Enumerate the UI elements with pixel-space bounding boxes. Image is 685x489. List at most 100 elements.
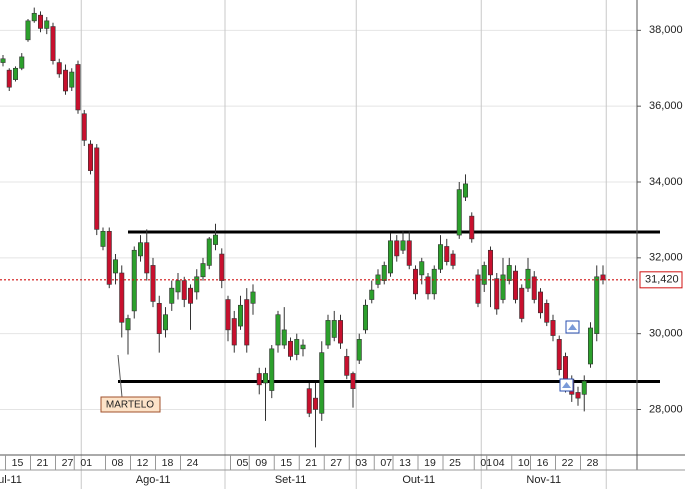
candle-body <box>231 318 237 346</box>
candle-body <box>550 320 556 336</box>
y-tick-label: 28,000 <box>649 403 683 415</box>
candle-body <box>294 339 300 355</box>
candle-body <box>113 259 119 274</box>
candle-body <box>13 67 19 80</box>
x-tick-label: 27 <box>330 457 342 469</box>
candle-body <box>512 270 518 300</box>
candle-body <box>587 327 593 365</box>
candle-body <box>250 291 256 304</box>
candle-body <box>238 304 244 327</box>
candle-body <box>56 62 62 75</box>
candle-body <box>138 242 144 257</box>
candle-body <box>350 373 356 389</box>
candle-body <box>431 268 437 295</box>
candle-body <box>481 265 487 285</box>
candle-body <box>106 230 112 285</box>
candle-body <box>537 291 543 314</box>
candle-body <box>275 314 281 346</box>
signal-marker <box>559 378 574 392</box>
x-tick-label: 21 <box>305 457 317 469</box>
candle-body <box>337 320 343 344</box>
candle-body <box>150 265 156 302</box>
candle-body <box>94 147 100 230</box>
x-tick-label: 01 <box>80 457 92 469</box>
candle-body <box>412 268 418 295</box>
candle-body <box>144 242 150 274</box>
y-tick-label: 36,000 <box>649 100 683 112</box>
candle-body <box>281 329 287 346</box>
candle-body <box>369 289 375 300</box>
month-label: ul-11 <box>0 474 22 486</box>
candle-body <box>50 26 56 61</box>
candle-body <box>344 356 350 376</box>
candle-body <box>506 265 512 281</box>
candle-body <box>69 71 75 88</box>
candle-body <box>269 348 275 391</box>
x-tick-label: 18 <box>162 457 174 469</box>
y-tick-label: 38,000 <box>649 24 683 36</box>
y-tick-label: 30,000 <box>649 328 683 340</box>
plot-area <box>0 7 660 448</box>
candle-body <box>581 380 587 395</box>
candle-body <box>500 274 506 300</box>
grid <box>0 0 637 489</box>
last-price-box <box>639 271 683 289</box>
candle-body <box>6 69 12 88</box>
candle-body <box>456 189 462 236</box>
x-tick-label: 10 <box>518 457 530 469</box>
candle-body <box>425 276 431 295</box>
x-tick-label: 08 <box>112 457 124 469</box>
axis-labels: 28,000 30,000 32,000 34,000 36,000 38,000 ul-1… <box>0 24 683 486</box>
candle-body <box>394 240 400 257</box>
candle-body <box>88 143 94 171</box>
x-tick-label: 27 <box>62 457 74 469</box>
y-tick-label: 32,000 <box>649 252 683 264</box>
candle-body <box>381 265 387 281</box>
x-tick-label: 04 <box>493 457 505 469</box>
candle-body <box>444 246 450 262</box>
x-tick-label: 07 <box>380 457 392 469</box>
candle-body <box>75 64 81 111</box>
candle-body <box>406 240 412 266</box>
month-label: Ago-11 <box>136 474 171 486</box>
candle-body <box>256 373 262 386</box>
candle-body <box>262 373 268 384</box>
x-tick-label: 24 <box>187 457 199 469</box>
candle-body <box>475 274 481 304</box>
annotation-text: MARTELO <box>106 400 154 411</box>
candle-body <box>450 253 456 266</box>
candle-body <box>531 276 537 300</box>
candle-body <box>200 263 206 278</box>
candle-body <box>175 280 181 293</box>
candle-body <box>594 276 600 334</box>
candle-body <box>331 320 337 338</box>
month-label: Out-11 <box>402 474 435 486</box>
candle-body <box>156 303 162 334</box>
candle-body <box>287 340 293 357</box>
candle-body <box>400 240 406 251</box>
candle-body <box>194 276 200 293</box>
candle-body <box>300 344 306 350</box>
x-tick-label: 22 <box>562 457 574 469</box>
candle-body <box>387 240 393 274</box>
candle-body <box>25 20 31 41</box>
annotation-leader <box>117 354 123 398</box>
candle-body <box>362 304 368 331</box>
candle-body <box>525 268 531 289</box>
candle-body <box>312 397 318 410</box>
candle-body <box>44 20 50 29</box>
candle-body <box>37 14 43 29</box>
candle-body <box>319 352 325 414</box>
x-tick-label: 13 <box>399 457 411 469</box>
candle-body <box>119 272 125 323</box>
candle-body <box>0 58 6 63</box>
candle-body <box>19 56 25 69</box>
candle-body <box>169 287 175 304</box>
x-tick-label: 09 <box>255 457 267 469</box>
x-tick-label: 15 <box>12 457 24 469</box>
y-tick-label: 34,000 <box>649 176 683 188</box>
x-tick-label: 05 <box>237 457 249 469</box>
candle-body <box>163 314 169 331</box>
signal-marker <box>565 320 580 334</box>
